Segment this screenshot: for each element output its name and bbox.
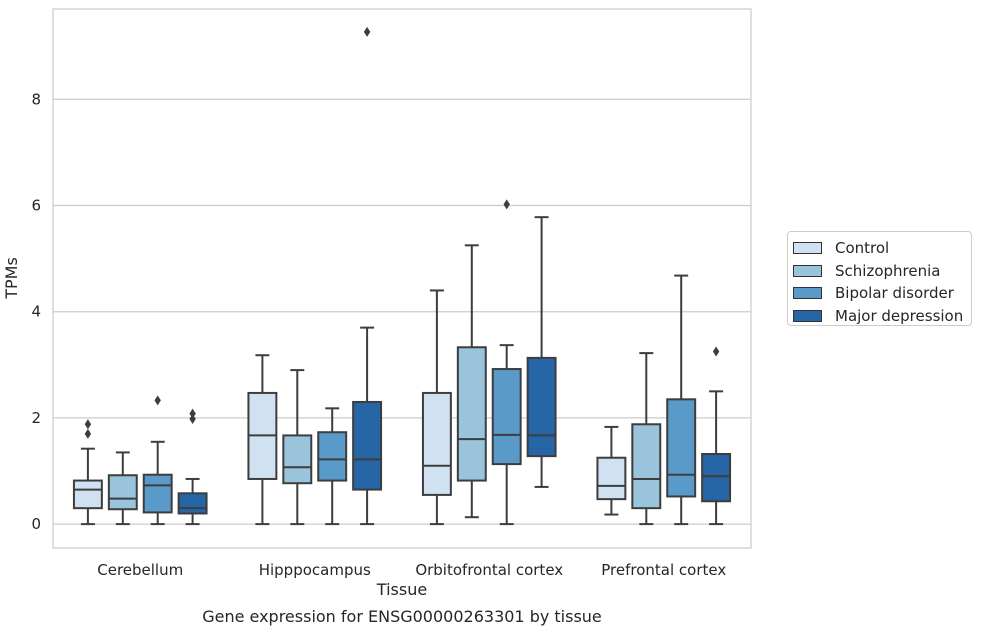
box-3-1 — [421, 289, 452, 526]
box-2-2 — [282, 369, 313, 526]
legend: Control Schizophrenia Bipolar disorder Majo… — [787, 231, 972, 326]
x-tick-label: Prefrontal cortex — [601, 561, 726, 579]
box-body — [177, 492, 208, 515]
legend-item: Control — [793, 237, 971, 260]
box-body — [666, 398, 697, 498]
legend-swatch — [793, 264, 822, 277]
y-tick-label: 0 — [31, 515, 41, 533]
legend-label: Control — [835, 239, 890, 258]
outlier-point — [154, 395, 161, 406]
outlier-point — [503, 199, 510, 210]
legend-item: Schizophrenia — [793, 260, 971, 283]
y-tick-label: 8 — [31, 90, 41, 108]
plot-area-frame — [52, 8, 752, 549]
box-body — [107, 474, 138, 511]
box-3-3 — [491, 199, 522, 526]
x-axis-label: Tissue — [376, 580, 427, 599]
y-tick-label: 6 — [31, 196, 41, 214]
y-axis-label: TPMs — [2, 257, 21, 300]
legend-label: Schizophrenia — [835, 261, 941, 280]
outlier-point — [363, 26, 371, 37]
x-tick-labels: Cerebellum Hipppocampus Orbitofrontal cort… — [97, 561, 726, 579]
x-tick-label: Orbitofrontal cortex — [415, 561, 563, 579]
legend-label: Bipolar disorder — [835, 284, 954, 303]
box-body — [282, 434, 313, 485]
box-body — [456, 346, 487, 482]
box-4-4 — [701, 346, 732, 526]
box-3-2 — [456, 244, 487, 519]
box-body — [317, 431, 348, 482]
y-tick-label: 2 — [31, 409, 41, 427]
box-1-2 — [107, 451, 138, 526]
legend-swatch — [793, 309, 822, 322]
y-tick-labels: 0 2 4 6 8 — [31, 90, 41, 533]
chart-caption: Gene expression for ENSG00000263301 by t… — [202, 607, 602, 626]
x-tick-label: Hipppocampus — [259, 561, 371, 579]
box-body — [631, 423, 662, 510]
boxes — [72, 26, 732, 526]
box-1-1 — [72, 419, 103, 526]
box-4-2 — [631, 352, 662, 526]
box-body — [142, 473, 173, 514]
outlier-point — [84, 419, 92, 430]
box-4-1 — [596, 425, 627, 516]
box-body — [596, 456, 627, 501]
box-1-4 — [177, 408, 208, 526]
box-body — [526, 356, 557, 458]
box-2-1 — [247, 354, 278, 526]
legend-label: Major depression — [835, 306, 964, 325]
legend-swatch — [793, 287, 822, 300]
box-body — [72, 479, 103, 510]
x-tick-label: Cerebellum — [97, 561, 183, 579]
box-body — [701, 453, 732, 503]
box-2-3 — [317, 407, 348, 526]
box-2-4 — [352, 26, 383, 526]
box-body — [491, 368, 522, 466]
box-1-3 — [142, 395, 173, 526]
box-body — [421, 391, 452, 496]
box-body — [352, 400, 383, 491]
legend-swatch — [793, 242, 822, 255]
outlier-point — [189, 408, 196, 419]
legend-item: Bipolar disorder — [793, 282, 971, 305]
box-3-4 — [526, 216, 557, 488]
legend-item: Major depression — [793, 305, 971, 328]
gridlines — [53, 98, 751, 525]
outlier-point — [189, 413, 196, 424]
y-tick-label: 4 — [31, 303, 41, 321]
outlier-point — [712, 346, 720, 357]
outlier-point — [84, 428, 92, 439]
box-4-3 — [666, 274, 697, 526]
